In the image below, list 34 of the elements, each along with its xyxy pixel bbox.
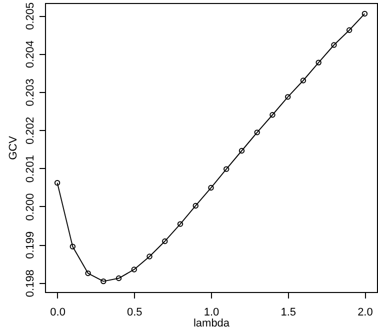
point <box>131 266 137 272</box>
point <box>285 94 291 100</box>
point <box>162 238 168 244</box>
y-tick-label: 0.199 <box>24 231 36 259</box>
point <box>270 112 276 118</box>
x-tick-label: 2.0 <box>358 306 373 318</box>
y-tick-label: 0.198 <box>24 270 36 298</box>
point <box>208 184 214 191</box>
y-tick-label: 0.200 <box>24 193 36 221</box>
y-tick-label: 0.205 <box>24 2 36 30</box>
x-tick-label: 0.0 <box>50 306 66 318</box>
point <box>146 254 152 260</box>
x-tick-label: 1.5 <box>280 306 296 318</box>
point <box>254 130 260 136</box>
y-tick-label: 0.201 <box>24 155 36 183</box>
point <box>346 27 352 33</box>
point <box>316 60 322 66</box>
point <box>116 275 122 282</box>
y-tick-label: 0.204 <box>24 40 36 68</box>
point <box>100 278 106 284</box>
point <box>70 244 76 250</box>
y-tick-label: 0.202 <box>24 116 36 144</box>
point <box>238 148 245 154</box>
point <box>331 42 337 48</box>
x-tick-label: 1.0 <box>204 306 220 318</box>
point <box>85 270 91 276</box>
y-tick-label: 0.203 <box>24 78 36 106</box>
point <box>192 202 198 209</box>
y-axis-title: GCV <box>8 135 20 160</box>
point <box>300 78 306 84</box>
point <box>224 166 230 172</box>
x-axis-title: lambda <box>193 318 230 330</box>
x-tick-label: 0.5 <box>127 306 142 318</box>
point <box>177 221 184 227</box>
